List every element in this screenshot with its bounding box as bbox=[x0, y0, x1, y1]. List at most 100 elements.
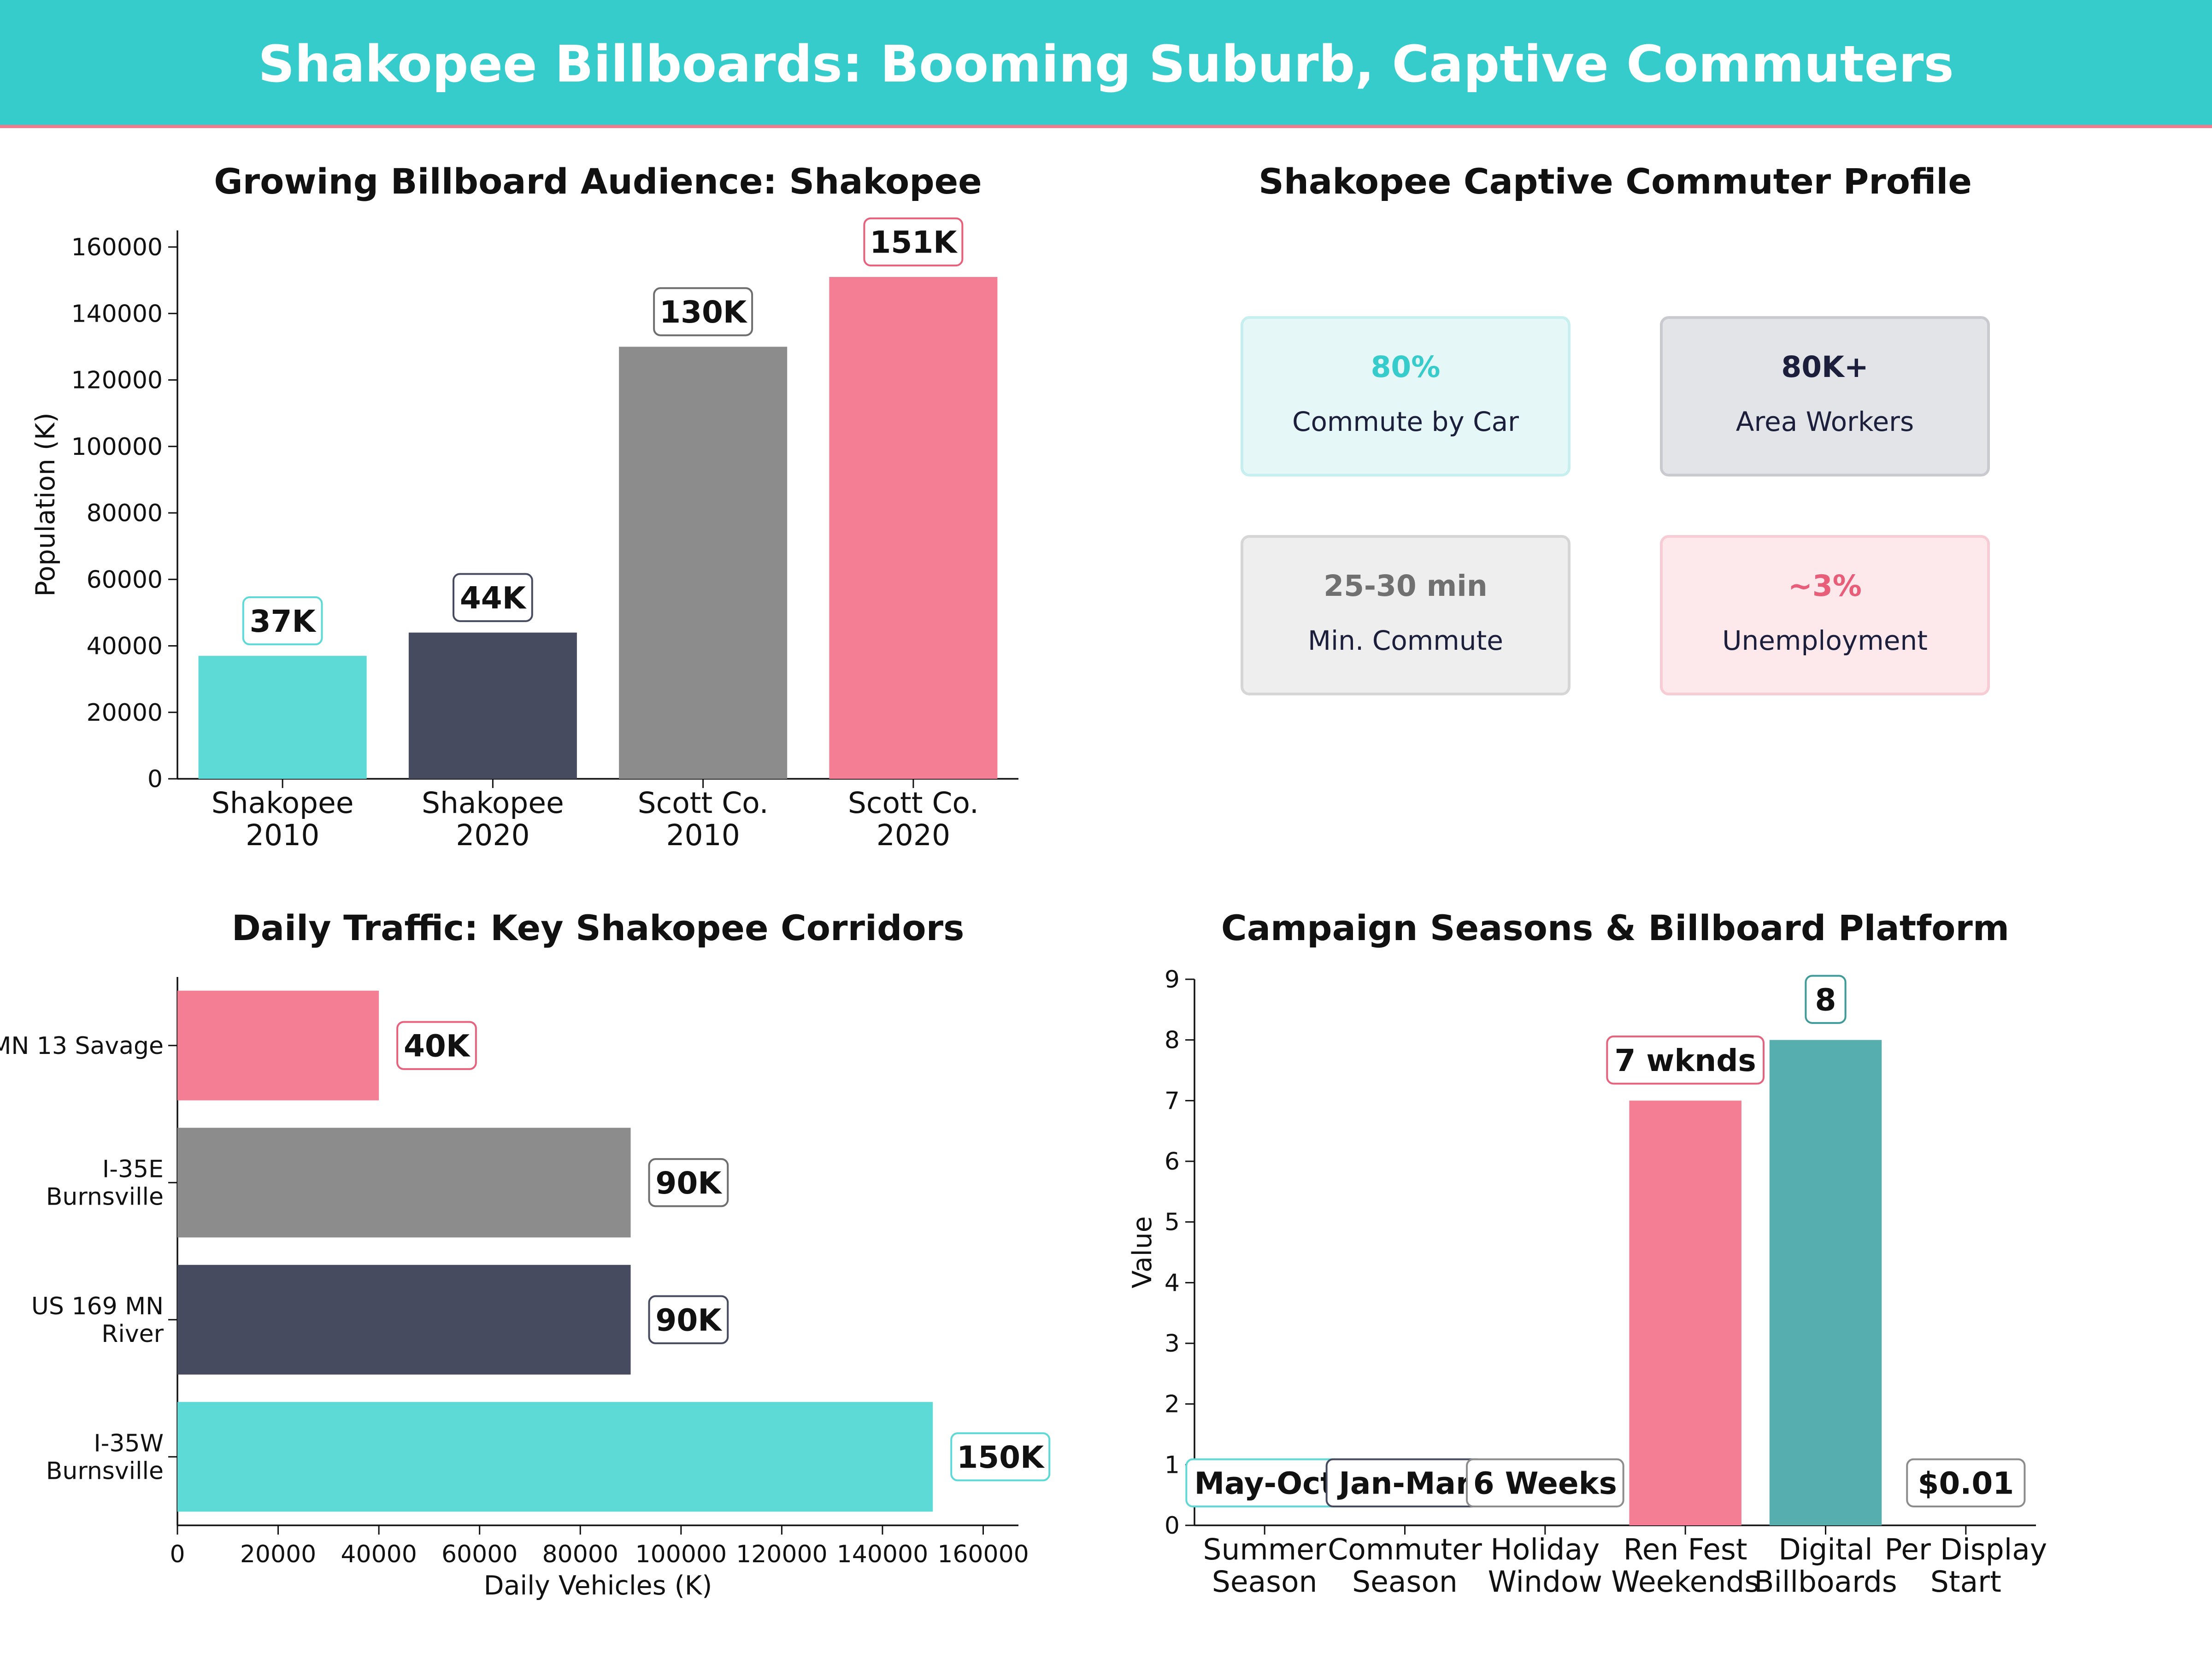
kpi-label: Area Workers bbox=[1736, 406, 1914, 437]
x-tick-label: 100000 bbox=[635, 1541, 727, 1568]
chart-title: Growing Billboard Audience: Shakopee bbox=[214, 161, 982, 202]
bar-0 bbox=[177, 1402, 933, 1512]
y-tick-label: 1 bbox=[1165, 1451, 1180, 1479]
kpi-label: Unemployment bbox=[1722, 625, 1928, 656]
y-tick-label: 80000 bbox=[87, 500, 163, 527]
y-axis-label: Value bbox=[1127, 1216, 1158, 1288]
kpi-value: 80K+ bbox=[1781, 350, 1868, 384]
y-tick-label: 100000 bbox=[71, 433, 163, 461]
chart-title: Daily Traffic: Key Shakopee Corridors bbox=[232, 907, 965, 948]
x-tick-label: Scott Co. 2020 bbox=[848, 786, 979, 852]
data-label-3: 7 wknds bbox=[1615, 1043, 1756, 1078]
data-label-5-box bbox=[1906, 1458, 2026, 1507]
chart-title: Campaign Seasons & Billboard Platform bbox=[1221, 907, 2009, 948]
x-tick-label: Per Display Start bbox=[1885, 1533, 2047, 1599]
data-label-1: 90K bbox=[655, 1303, 723, 1338]
kpi-card: ~3% Unemployment bbox=[1660, 535, 1990, 695]
x-tick-label: 20000 bbox=[240, 1541, 316, 1568]
page-title: Shakopee Billboards: Booming Suburb, Cap… bbox=[258, 35, 1954, 94]
kpi-value: 25-30 min bbox=[1324, 569, 1488, 603]
panel-title: Shakopee Captive Commuter Profile bbox=[1259, 161, 1972, 202]
x-tick-label: Commuter Season bbox=[1328, 1533, 1482, 1599]
kpi-value: 80% bbox=[1371, 350, 1441, 384]
data-label-4-box bbox=[1805, 975, 1847, 1024]
data-label-3-box bbox=[1606, 1035, 1765, 1085]
data-label-3: 40K bbox=[404, 1029, 471, 1064]
kpi-value: ~3% bbox=[1788, 569, 1862, 603]
y-tick-label: US 169 MN River bbox=[31, 1293, 164, 1348]
data-label-1: 44K bbox=[460, 580, 527, 616]
chart-population: Growing Billboard Audience: Shakopee 0 200… bbox=[30, 161, 1018, 852]
data-label-5: $0.01 bbox=[1918, 1466, 2014, 1501]
kpi-card-box bbox=[1241, 535, 1571, 695]
data-label-1-box bbox=[453, 573, 533, 622]
y-tick-label: 3 bbox=[1165, 1330, 1180, 1358]
y-tick-label: 20000 bbox=[87, 699, 163, 727]
data-label-3: 151K bbox=[870, 225, 958, 260]
data-label-2-box bbox=[653, 287, 753, 336]
data-label-2-box bbox=[1465, 1458, 1624, 1507]
bar-2 bbox=[177, 1128, 631, 1238]
data-label-2: 6 Weeks bbox=[1473, 1466, 1617, 1501]
y-tick-label: 140000 bbox=[71, 300, 163, 328]
y-tick-label: 2 bbox=[1165, 1391, 1180, 1418]
y-tick-label: 0 bbox=[147, 765, 163, 793]
y-tick-label: 160000 bbox=[71, 234, 163, 261]
x-tick-label: Holiday Window bbox=[1488, 1533, 1602, 1599]
x-tick-label: 160000 bbox=[937, 1541, 1029, 1568]
x-axis-label: Daily Vehicles (K) bbox=[484, 1571, 712, 1601]
y-tick-label: MN 13 Savage bbox=[0, 1032, 164, 1060]
bar-3 bbox=[829, 276, 998, 779]
y-tick-label: 8 bbox=[1165, 1027, 1180, 1054]
x-tick-label: Scott Co. 2010 bbox=[638, 786, 769, 852]
bar-1 bbox=[408, 632, 577, 779]
kpi-label: Commute by Car bbox=[1292, 406, 1519, 437]
y-tick-label: I-35W Burnsville bbox=[46, 1430, 164, 1485]
x-tick-label: 40000 bbox=[341, 1541, 417, 1568]
y-tick-label: 6 bbox=[1165, 1148, 1180, 1176]
x-tick-label: 140000 bbox=[837, 1541, 929, 1568]
data-label-4: 8 bbox=[1815, 982, 1836, 1018]
data-label-2: 90K bbox=[655, 1165, 723, 1201]
y-tick-label: 9 bbox=[1165, 966, 1180, 994]
kpi-card: 25-30 min Min. Commute bbox=[1241, 535, 1571, 695]
y-tick-label: 120000 bbox=[71, 367, 163, 394]
data-label-1-box bbox=[648, 1295, 729, 1344]
data-label-2: 130K bbox=[659, 294, 748, 330]
x-tick-label: Summer Season bbox=[1203, 1533, 1326, 1599]
bar-4 bbox=[1769, 1040, 1882, 1525]
y-tick-label: 7 bbox=[1165, 1087, 1180, 1115]
data-label-0-box bbox=[242, 596, 323, 646]
y-tick-label: 60000 bbox=[87, 566, 163, 594]
bar-0 bbox=[198, 656, 367, 779]
data-label-2-box bbox=[648, 1158, 729, 1207]
commuter-profile: Shakopee Captive Commuter Profile 80% Comm… bbox=[1241, 161, 1990, 695]
y-tick-label: 0 bbox=[1165, 1512, 1180, 1540]
x-tick-label: Shakopee 2020 bbox=[422, 786, 564, 852]
chart-traffic: Daily Traffic: Key Shakopee Corridors 0 20… bbox=[0, 907, 1051, 1601]
kpi-card-box bbox=[1660, 535, 1990, 695]
x-tick-label: Digital Billboards bbox=[1754, 1533, 1897, 1599]
kpi-card: 80K+ Area Workers bbox=[1660, 316, 1990, 477]
data-label-0: May-Oct bbox=[1194, 1466, 1335, 1501]
kpi-card: 80% Commute by Car bbox=[1241, 316, 1571, 477]
bar-3 bbox=[1629, 1100, 1741, 1525]
x-tick-label: 80000 bbox=[542, 1541, 618, 1568]
kpi-label: Min. Commute bbox=[1308, 625, 1503, 656]
bar-2 bbox=[619, 347, 788, 779]
kpi-card-box bbox=[1660, 316, 1990, 477]
y-tick-label: 5 bbox=[1165, 1209, 1180, 1236]
data-label-3-box bbox=[396, 1021, 477, 1070]
y-tick-label: 4 bbox=[1165, 1269, 1180, 1297]
data-label-0-box bbox=[950, 1432, 1051, 1482]
x-tick-label: 120000 bbox=[736, 1541, 828, 1568]
x-tick-label: Ren Fest Weekends bbox=[1611, 1533, 1759, 1599]
y-axis-label: Population (K) bbox=[30, 412, 61, 596]
bar-1 bbox=[177, 1265, 631, 1375]
chart-campaign: Campaign Seasons & Billboard Platform 0 1 2… bbox=[1127, 907, 2047, 1599]
y-tick-label: I-35E Burnsville bbox=[46, 1155, 164, 1211]
data-label-0: 150K bbox=[957, 1440, 1045, 1475]
data-label-0: 37K bbox=[250, 604, 317, 639]
header-banner: Shakopee Billboards: Booming Suburb, Cap… bbox=[0, 0, 2212, 128]
